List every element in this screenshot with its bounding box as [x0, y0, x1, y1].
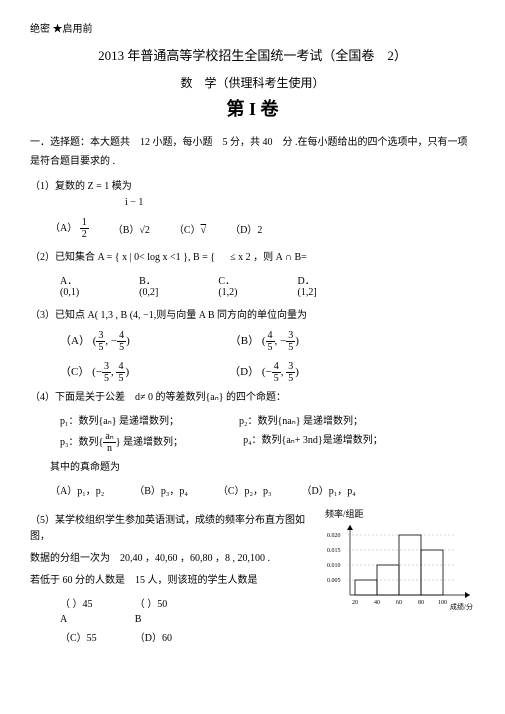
histogram: 频率/组距 0.005 0.010 0.015 0.020 20 40 60 8…	[325, 507, 475, 644]
q4-p1: p₁：数列{aₙ} 是递增数列；	[60, 412, 179, 427]
q4-choices: （A）p₁，p₂ （B）p₃，p₄ （C）p₂，p₃ （D）p₁，p₄	[50, 482, 475, 497]
question-3: （3）已知点 A( 1,3 , B (4, −1,则与向量 A B 同方向的单位…	[30, 308, 475, 324]
q1-choice-a: （A） 12	[50, 217, 89, 240]
question-2: （2）已知集合 A = { x | 0< log x <1 }, B = { ≤…	[30, 250, 475, 266]
q3-choice-d: （D） (−45, 35)	[229, 361, 299, 384]
svg-text:0.015: 0.015	[327, 548, 341, 554]
svg-text:20: 20	[352, 600, 358, 606]
q4-choice-b: （B）p₃，p₄	[134, 482, 188, 497]
q3-choices: （A） (35, −45) （B） (45, −35) （C） (−35, 45…	[60, 330, 475, 384]
q1-choice-c: （C）√	[174, 221, 206, 236]
q1-choices: （A） 12 （B）√2 （C）√ （D）2	[50, 217, 475, 240]
section-instructions: 一．选择题：本大题共 12 小题，每小题 5 分，共 40 分 .在每小题给出的…	[30, 133, 475, 171]
svg-text:80: 80	[418, 600, 424, 606]
q4-choice-a: （A）p₁，p₂	[50, 482, 104, 497]
question-5-wrap: （5）某学校组织学生参加英语测试，成绩的频率分布直方图如图， 数据的分组一次为 …	[30, 507, 475, 644]
q4-p-row1: p₁：数列{aₙ} 是递增数列； p₂：数列{naₙ} 是递增数列；	[60, 412, 475, 427]
q3-choice-c: （C） (−35, 45)	[60, 361, 129, 384]
subject-title: 数 学（供理科考生使用）	[30, 74, 475, 91]
svg-text:40: 40	[374, 600, 380, 606]
q4-p2: p₂：数列{naₙ} 是递增数列；	[239, 412, 363, 427]
q5-choices: （ ）45 （ ）50 A B （C）55 （D）60	[60, 595, 180, 644]
q2-choice-b: B．(0,2]	[139, 272, 158, 298]
q4-p4: p₄：数列{aₙ+ 3nd}是递增数列；	[243, 431, 383, 454]
svg-text:0.005: 0.005	[327, 578, 341, 584]
volume-label: 第 I 卷	[30, 95, 475, 121]
q3-choice-a: （A） (35, −45)	[60, 330, 130, 353]
q4-p-row2: p₃：数列{aₙn} 是递增数列； p₄：数列{aₙ+ 3nd}是递增数列；	[60, 431, 475, 454]
q2-choice-d: D．(1,2]	[298, 272, 317, 298]
svg-text:成绩/分: 成绩/分	[450, 602, 473, 610]
q5-choice-b: （ ）50	[135, 595, 180, 610]
q4-p3: p₃：数列{aₙn} 是递增数列；	[60, 431, 183, 454]
question-5: （5）某学校组织学生参加英语测试，成绩的频率分布直方图如图，	[30, 513, 315, 545]
svg-text:60: 60	[396, 600, 402, 606]
q2-choices: A．(0,1) B．(0,2] C．(1,2) D．(1,2]	[60, 272, 475, 298]
q3-choice-b: （B） (45, −35)	[230, 330, 299, 353]
q1-stem: （1）复数的 Z = 1 模为	[30, 181, 132, 192]
q5-line3: 若低于 60 分的人数是 15 人，则该班的学生人数是	[30, 573, 315, 589]
q5-choice-c: （C）55	[60, 629, 105, 644]
svg-text:0.010: 0.010	[327, 563, 341, 569]
q4-mid: 其中的真命题为	[50, 460, 475, 476]
question-4: （4）下面是关于公差 d≠ 0 的等差数列{aₙ} 的四个命题：	[30, 390, 475, 406]
q5-choice-d: （D）60	[135, 629, 180, 644]
q1-choice-d: （D）2	[230, 221, 262, 236]
question-1: （1）复数的 Z = 1 模为 i − 1	[30, 179, 475, 211]
q5-choice-al: A	[60, 614, 105, 625]
histogram-svg: 0.005 0.010 0.015 0.020 20 40 60 80 100 …	[325, 520, 475, 610]
q2-choice-a: A．(0,1)	[60, 272, 79, 298]
y-axis-label: 频率/组距	[325, 507, 475, 520]
q1-stem-sub: i − 1	[125, 195, 475, 211]
q5-line2: 数据的分组一次为 20,40 ，40,60 ，60,80 ，8 , 20,100…	[30, 551, 315, 567]
q5-choice-a: （ ）45	[60, 595, 105, 610]
q5-choice-bl: B	[135, 614, 180, 625]
exam-title: 2013 年普通高等学校招生全国统一考试（全国卷 2）	[30, 45, 475, 64]
q1-choice-b: （B）√2	[113, 221, 150, 236]
svg-text:0.020: 0.020	[327, 533, 341, 539]
svg-text:100: 100	[438, 600, 447, 606]
q4-choice-d: （D）p₁，p₄	[302, 482, 356, 497]
confidential-label: 绝密 ★启用前	[30, 20, 475, 35]
q4-choice-c: （C）p₂，p₃	[218, 482, 272, 497]
q2-choice-c: C．(1,2)	[218, 272, 237, 298]
